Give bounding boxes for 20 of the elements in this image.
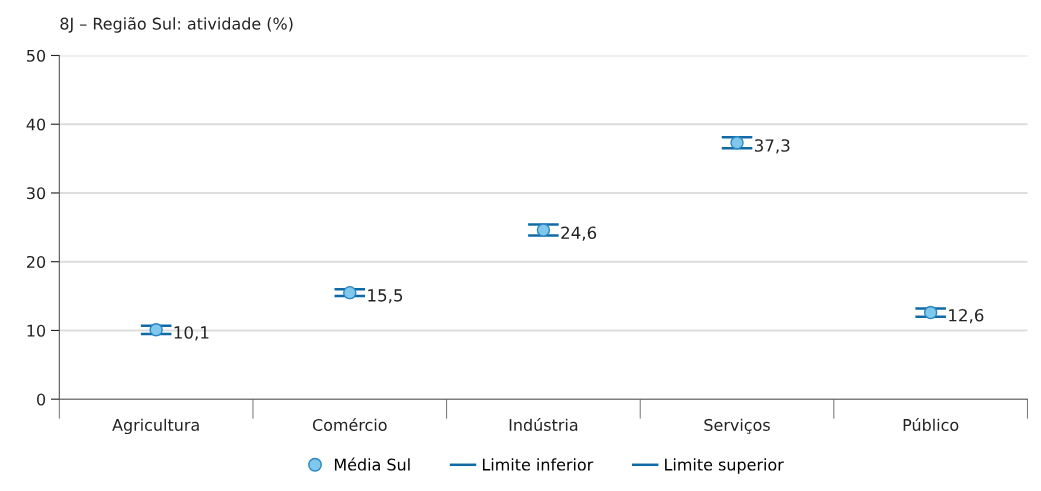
data-label: 10,1: [174, 326, 209, 341]
x-tick-label: Comércio: [312, 417, 387, 431]
y-tick-label: 40: [26, 118, 46, 131]
data-label: 12,6: [949, 308, 984, 324]
chart-title: 8J – Região Sul: atividade (%): [60, 17, 293, 33]
legend-label: Limite superior: [665, 458, 784, 474]
data-label: 37,3: [754, 139, 790, 154]
y-tick-label: 30: [27, 187, 46, 200]
data-label: 24,6: [561, 226, 597, 241]
y-tick-label: 10: [27, 324, 46, 337]
y-tick-label: 0: [37, 393, 46, 406]
x-tick-label: Agricultura: [112, 418, 199, 435]
x-tick-label: Indústria: [509, 417, 578, 431]
y-tick-label: 50: [27, 49, 46, 62]
legend-label: Limite inferior: [482, 458, 594, 471]
x-tick-label: Serviços: [704, 418, 770, 434]
legend-label: Média Sul: [334, 457, 410, 471]
y-tick-label: 20: [26, 255, 46, 268]
x-tick-label: Público: [903, 417, 959, 431]
data-label: 15,5: [368, 289, 403, 304]
